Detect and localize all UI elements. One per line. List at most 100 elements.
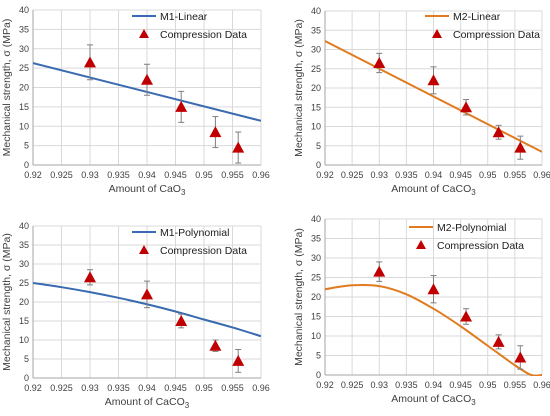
y-tick-label: 15 [19, 316, 29, 326]
x-tick-label: 0.92 [316, 380, 334, 390]
y-axis-title: Mechanical strength, σ (MPa) [293, 19, 305, 157]
y-tick-label: 35 [19, 240, 29, 250]
x-tick-label: 0.94 [425, 380, 443, 390]
legend-triangle-swatch [139, 29, 149, 38]
y-tick-label: 30 [19, 259, 29, 269]
legend: M2-Polynomial Compression Data [409, 222, 524, 252]
data-point-triangle [84, 271, 96, 283]
y-tick-label: 35 [311, 25, 321, 35]
y-tick-label: 40 [311, 6, 321, 16]
data-point-triangle [514, 351, 527, 363]
y-tick-label: 30 [311, 253, 321, 263]
y-tick-label: 5 [24, 141, 29, 151]
y-tick-label: 5 [24, 354, 29, 364]
y-tick-label: 10 [19, 121, 29, 131]
x-tick-label: 0.925 [341, 170, 364, 180]
y-tick-label: 15 [19, 102, 29, 112]
data-point-triangle [232, 141, 245, 153]
y-tick-label: 0 [316, 160, 321, 170]
chart-panel-bottom-right: 0 5 10 15 20 25 30 35 40 0.92 0.925 0.93 0.935 0.94 0.… [293, 214, 550, 407]
y-tick-label: 0 [316, 370, 321, 380]
y-tick-label: 20 [19, 297, 29, 307]
x-tick-label: 0.945 [449, 380, 472, 390]
x-tick-label: 0.92 [24, 170, 42, 180]
chart-panel-bottom-left: 0 5 10 15 20 25 30 35 40 0.92 0.925 0.93 0.935 0.94 0.… [1, 221, 270, 410]
data-point-triangle [209, 126, 222, 138]
x-tick-label: 0.955 [504, 170, 527, 180]
model-line-m2-polynomial [325, 283, 542, 376]
x-tick-label: 0.96 [252, 383, 270, 393]
x-tick-label: 0.96 [533, 380, 550, 390]
x-tick-label: 0.95 [479, 170, 497, 180]
y-tick-label: 40 [311, 214, 321, 224]
data-point-triangle [141, 73, 153, 85]
y-tick-label: 40 [19, 5, 29, 15]
x-tick-label: 0.94 [425, 170, 443, 180]
legend-triangle-swatch [139, 245, 149, 254]
legend-triangle-swatch [432, 29, 442, 38]
x-tick-label: 0.935 [107, 383, 130, 393]
x-tick-label: 0.93 [81, 383, 99, 393]
data-point-triangle [427, 74, 440, 86]
legend: M2-Linear Compression Data [425, 11, 540, 41]
data-point-triangle [373, 265, 386, 277]
legend-label-model: M1-Polynomial [160, 227, 229, 239]
x-tick-label: 0.94 [138, 170, 156, 180]
y-tick-label: 10 [311, 331, 321, 341]
legend-label-model: M2-Polynomial [437, 222, 506, 234]
data-point-triangle [175, 100, 188, 112]
data-point-triangle [232, 354, 245, 366]
x-tick-label: 0.93 [370, 170, 388, 180]
x-tick-label: 0.935 [395, 170, 418, 180]
y-tick-label: 30 [19, 44, 29, 54]
x-tick-label: 0.95 [479, 380, 497, 390]
y-tick-label: 25 [311, 273, 321, 283]
x-tick-label: 0.945 [164, 170, 187, 180]
model-line-m2-linear [325, 40, 542, 153]
x-tick-label: 0.945 [449, 170, 472, 180]
data-point-triangle [373, 56, 386, 68]
y-tick-label: 15 [311, 102, 321, 112]
legend-label-data: Compression Data [160, 29, 247, 41]
data-point-triangle [427, 283, 440, 295]
x-tick-label: 0.925 [50, 383, 73, 393]
y-axis-title: Mechanical strength, σ (MPa) [1, 233, 13, 371]
y-tick-label: 30 [311, 45, 321, 55]
x-tick-label: 0.95 [195, 383, 213, 393]
x-axis-title: Amount of CaCO3 [391, 183, 476, 197]
data-point-triangle [492, 335, 505, 347]
y-tick-label: 20 [19, 83, 29, 93]
chart-panel-top-left: 0 5 10 15 20 25 30 35 40 0.92 0.925 0.93 0.935 0.94 0.… [1, 5, 270, 197]
legend: M1-Polynomial Compression Data [132, 227, 247, 257]
legend: M1-Linear Compression Data [132, 11, 247, 41]
x-axis-title: Amount of CaCO3 [391, 393, 476, 407]
x-tick-label: 0.94 [138, 383, 156, 393]
y-tick-label: 10 [19, 335, 29, 345]
x-tick-label: 0.95 [195, 170, 213, 180]
x-tick-label: 0.925 [50, 170, 73, 180]
y-tick-label: 25 [19, 63, 29, 73]
data-point-triangle [209, 339, 222, 351]
x-tick-label: 0.92 [316, 170, 334, 180]
y-tick-label: 0 [24, 373, 29, 383]
y-tick-label: 10 [311, 122, 321, 132]
x-axis-title: Amount of CaCO3 [105, 396, 190, 410]
data-point-triangle [460, 310, 473, 322]
y-tick-label: 35 [19, 24, 29, 34]
y-tick-label: 0 [24, 160, 29, 170]
y-axis-title: Mechanical strength, σ (MPa) [293, 228, 305, 366]
y-tick-label: 25 [311, 64, 321, 74]
x-tick-label: 0.96 [533, 170, 550, 180]
x-tick-label: 0.93 [81, 170, 99, 180]
x-tick-label: 0.935 [395, 380, 418, 390]
x-tick-label: 0.93 [370, 380, 388, 390]
data-point-triangle [175, 315, 188, 326]
y-tick-label: 20 [311, 83, 321, 93]
x-tick-label: 0.955 [504, 380, 527, 390]
y-tick-label: 25 [19, 278, 29, 288]
data-point-triangle [84, 56, 96, 68]
y-axis-title: Mechanical strength, σ (MPa) [1, 19, 13, 157]
legend-label-data: Compression Data [160, 245, 247, 257]
x-tick-label: 0.955 [221, 170, 244, 180]
data-point-triangle [492, 126, 505, 138]
